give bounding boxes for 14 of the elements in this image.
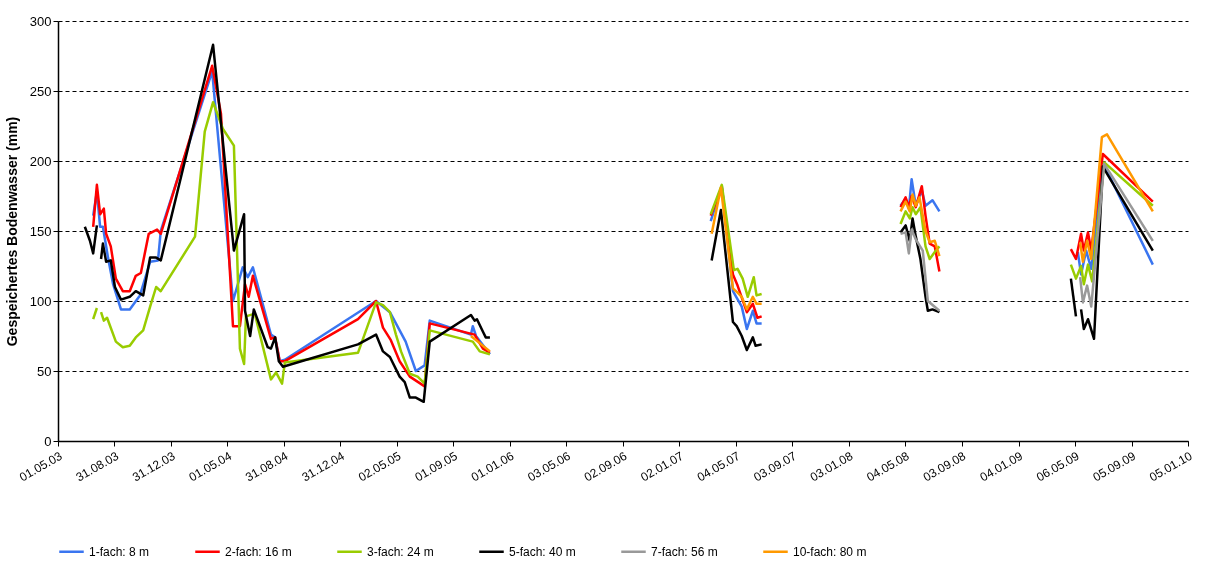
y-tick-label: 100 <box>29 293 52 309</box>
legend-label: 1-fach: 8 m <box>89 544 150 559</box>
y-tick-label: 300 <box>29 13 52 29</box>
legend-label: 5-fach: 40 m <box>509 544 576 559</box>
y-tick-label: 50 <box>37 363 52 379</box>
y-tick-label: 0 <box>44 433 52 449</box>
legend-label: 3-fach: 24 m <box>367 544 434 559</box>
y-tick-label: 200 <box>29 153 52 169</box>
y-axis-title: Gespeichertes Bodenwasser (mm) <box>3 116 20 347</box>
legend-label: 10-fach: 80 m <box>793 544 867 559</box>
y-tick-label: 250 <box>29 83 52 99</box>
legend-label: 7-fach: 56 m <box>651 544 718 559</box>
y-tick-label: 150 <box>29 223 52 239</box>
legend-label: 2-fach: 16 m <box>225 544 292 559</box>
